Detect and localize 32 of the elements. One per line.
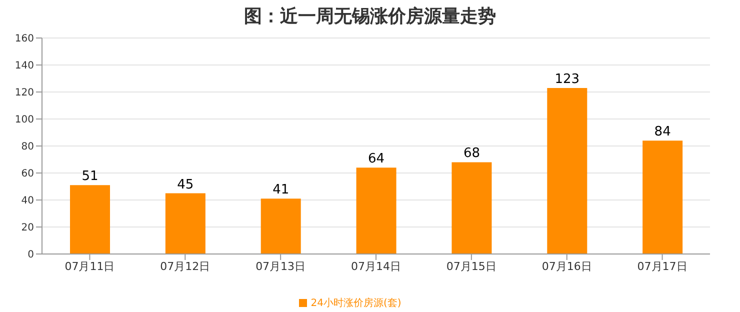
- y-tick-label: 120: [14, 88, 34, 99]
- y-tick-label: 60: [21, 168, 34, 180]
- data-label: 51: [82, 169, 98, 184]
- y-tick-label: 80: [21, 142, 34, 153]
- y-tick-label: 160: [14, 34, 34, 45]
- y-tick-label: 140: [14, 60, 34, 72]
- data-label: 84: [654, 124, 671, 140]
- x-tick-label: 07月16日: [542, 260, 592, 273]
- bar: [452, 162, 492, 254]
- x-tick-label: 07月17日: [637, 260, 688, 273]
- data-label: 68: [463, 146, 480, 162]
- data-label: 123: [554, 72, 580, 87]
- chart-title: 图：近一周无锡涨价房源量走势: [243, 5, 497, 29]
- data-label: 41: [272, 182, 290, 198]
- bar: [70, 185, 110, 254]
- y-tick-label: 20: [21, 222, 34, 234]
- y-tick-label: 100: [14, 114, 34, 126]
- x-tick-label: 07月12日: [160, 260, 210, 273]
- y-tick-label: 40: [21, 196, 34, 207]
- bar: [356, 168, 396, 254]
- bar: [260, 198, 301, 254]
- x-tick-label: 07月14日: [351, 260, 401, 273]
- bar: [642, 140, 683, 254]
- bar: [165, 193, 206, 254]
- x-tick-label: 07月11日: [64, 260, 115, 273]
- x-tick-label: 07月13日: [256, 260, 306, 273]
- y-tick-label: 0: [28, 250, 34, 261]
- data-label: 64: [368, 152, 385, 167]
- legend-label: 24小时涨价房源(套): [310, 298, 402, 309]
- data-label: 45: [177, 177, 194, 192]
- x-tick-label: 07月15日: [446, 260, 496, 273]
- bar: [547, 88, 588, 254]
